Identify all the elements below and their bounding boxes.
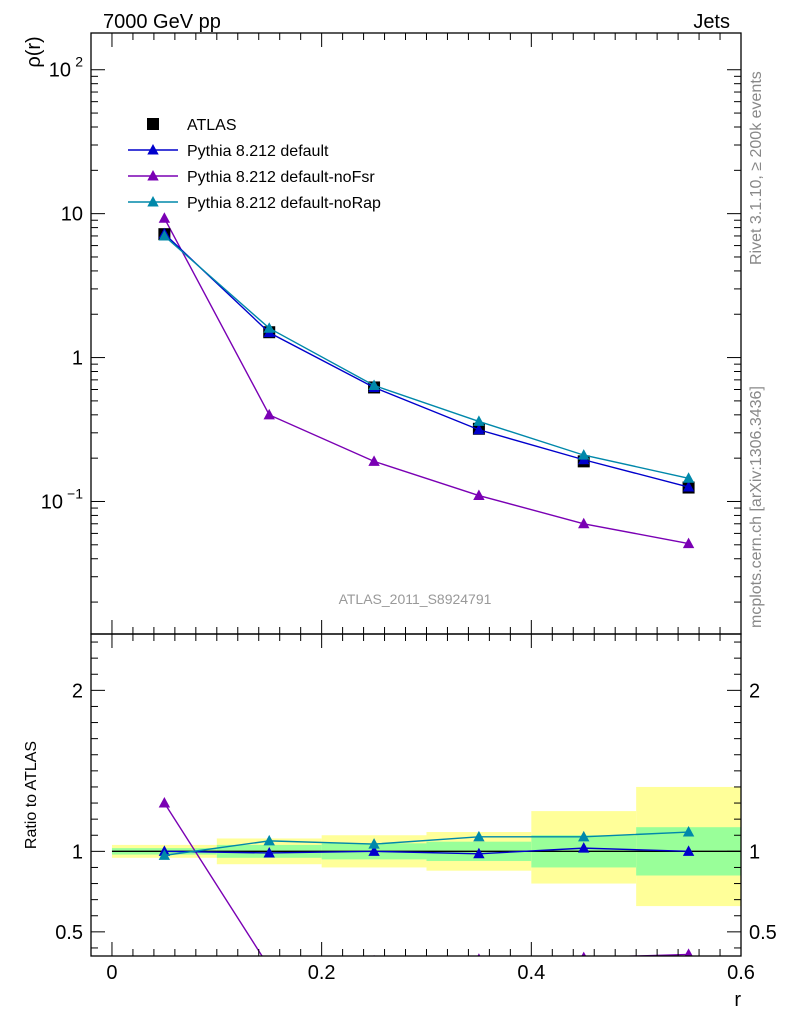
legend: ATLAS Pythia 8.212 default Pythia 8.212 de…: [128, 117, 381, 212]
data-point-noRap: [682, 472, 695, 483]
ratio-point-noRap: [368, 838, 380, 849]
series-noRap: [158, 229, 695, 483]
x-axis-label: r: [734, 989, 741, 1011]
legend-marker-default: [147, 144, 159, 155]
ratio-point-noRap: [263, 834, 275, 846]
data-point-noRap: [578, 449, 590, 460]
ratio-line-noFsr: [163, 802, 689, 956]
process-label: 7000 GeV pp: [103, 11, 221, 33]
ratio-y-tick-label: 1: [72, 841, 83, 863]
data-point-default: [473, 423, 485, 435]
ratio-point-noRap: [682, 826, 695, 837]
data-point-noRap: [158, 229, 171, 241]
analysis-watermark: ATLAS_2011_S8924791: [339, 591, 492, 607]
ratio-point-noRap: [473, 830, 485, 842]
data-point-noRap: [263, 322, 275, 333]
series-line-default: [163, 233, 689, 488]
ratio-point-noRap: [578, 830, 590, 842]
data-point-noFsr: [473, 489, 485, 501]
y-tick-label: 1: [72, 348, 83, 370]
ratio-y-tick-label-right: 1: [749, 841, 760, 863]
y-tick-label: 10: [49, 60, 71, 82]
ratio-line-default: [164, 847, 689, 855]
ratio-y-tick-label: 0.5: [55, 922, 83, 944]
y-tick-exponent: −1: [67, 485, 83, 501]
ratio-point-noFsr: [158, 797, 171, 808]
ratio-series-noFsr: [158, 797, 693, 972]
legend-label-noRap: Pythia 8.212 default-noRap: [187, 195, 381, 212]
ratio-point-noFsr: [264, 961, 275, 972]
legend-marker-atlas: [147, 118, 159, 130]
ratio-point-noRap: [158, 849, 171, 860]
legend-marker-noRap: [147, 196, 159, 207]
ratio-point-default: [578, 842, 590, 853]
ratio-point-noFsr: [581, 951, 587, 956]
ratio-point-noFsr: [477, 953, 481, 956]
data-point-noFsr: [682, 537, 695, 549]
ratio-y-tick-label: 2: [72, 680, 83, 702]
ratio-point-default: [368, 845, 380, 856]
x-tick-label: 0: [106, 962, 117, 984]
ratio-y-tick-label-right: 0.5: [749, 922, 777, 944]
data-point-default: [682, 481, 695, 492]
mcplots-label: mcplots.cern.ch [arXiv:1306.3436]: [748, 386, 765, 628]
series-line-noRap: [163, 235, 689, 479]
data-point-noRap: [473, 415, 485, 426]
data-point-noRap: [368, 379, 380, 390]
data-point-noFsr: [158, 212, 171, 223]
ratio-point-noFsr: [684, 948, 693, 956]
y-tick-label: 10: [61, 204, 83, 226]
series-noFsr: [158, 212, 695, 549]
ratio-line-noRap: [164, 831, 689, 857]
legend-label-noFsr: Pythia 8.212 default-noFsr: [187, 169, 375, 186]
rivet-version-label: Rivet 3.1.10, ≥ 200k events: [748, 71, 765, 265]
ratio-point-default: [263, 846, 275, 858]
ratio-panel: 0.5 0.5 1 1 2 2 0 0.2 0.4 0.6 Ratio to ATLAS r: [23, 634, 777, 1011]
series-atlas: [158, 228, 695, 494]
y-tick-exponent: 2: [75, 54, 83, 70]
analysis-tag: Jets: [693, 11, 730, 33]
y-axis-label-ratio: Ratio to ATLAS: [23, 741, 40, 849]
legend-label-atlas: ATLAS: [187, 117, 237, 134]
ratio-series-noRap: [158, 826, 695, 860]
data-point-noFsr: [578, 517, 590, 529]
series-line-noFsr: [163, 217, 689, 545]
ratio-point-default: [473, 847, 485, 859]
x-tick-label: 0.2: [308, 962, 336, 984]
y-tick-label: 10: [41, 491, 63, 513]
ratio-point-default: [682, 845, 695, 856]
ratio-y-tick-label-right: 2: [749, 680, 760, 702]
data-point-noFsr: [263, 408, 275, 420]
x-tick-label: 0.4: [517, 962, 545, 984]
data-point-noFsr: [368, 455, 380, 466]
y-axis-label-top: ρ(r): [23, 36, 45, 67]
x-tick-label: 0.6: [727, 962, 755, 984]
legend-label-default: Pythia 8.212 default: [187, 143, 329, 160]
legend-marker-noFsr: [147, 170, 159, 181]
ratio-frame: [90, 633, 742, 957]
ratio-series-default: [158, 842, 695, 859]
